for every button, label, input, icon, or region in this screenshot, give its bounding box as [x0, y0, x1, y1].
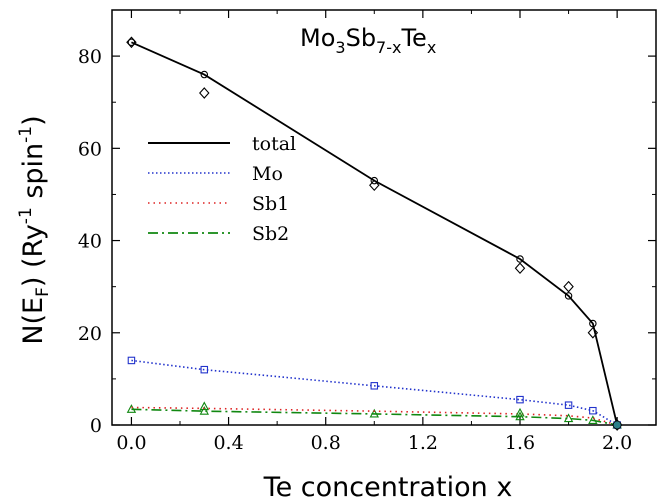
y-tick-label: 80 — [78, 46, 102, 68]
chart-title: Mo3Sb7-xTex — [300, 24, 436, 57]
y-tick-label: 20 — [78, 323, 102, 345]
x-axis-label: Te concentration x — [263, 472, 513, 502]
legend-label-sb2: Sb2 — [252, 223, 289, 245]
point-diamond — [564, 282, 573, 292]
y-tick-label: 60 — [78, 138, 102, 160]
point-diamond — [200, 88, 209, 98]
series-line-total — [131, 42, 617, 425]
legend-label-total: total — [252, 133, 296, 155]
endpoint-dot — [613, 421, 621, 429]
x-tick-label: 1.6 — [505, 432, 535, 454]
x-tick-label: 0.8 — [311, 432, 341, 454]
x-tick-label: 2.0 — [602, 432, 632, 454]
y-tick-label: 40 — [78, 231, 102, 253]
legend-label-sb1: Sb1 — [252, 193, 289, 215]
point-diamond — [516, 263, 525, 273]
y-tick-label: 0 — [90, 415, 102, 437]
y-axis-label: N(EF) (Ry-1 spin-1) — [16, 115, 53, 344]
x-tick-label: 1.2 — [408, 432, 438, 454]
legend: total Mo Sb1 Sb2 — [148, 133, 296, 245]
legend-label-mo: Mo — [252, 163, 283, 185]
x-tick-label: 0.0 — [116, 432, 146, 454]
plot-frame — [112, 10, 656, 425]
x-tick-label: 0.4 — [213, 432, 243, 454]
